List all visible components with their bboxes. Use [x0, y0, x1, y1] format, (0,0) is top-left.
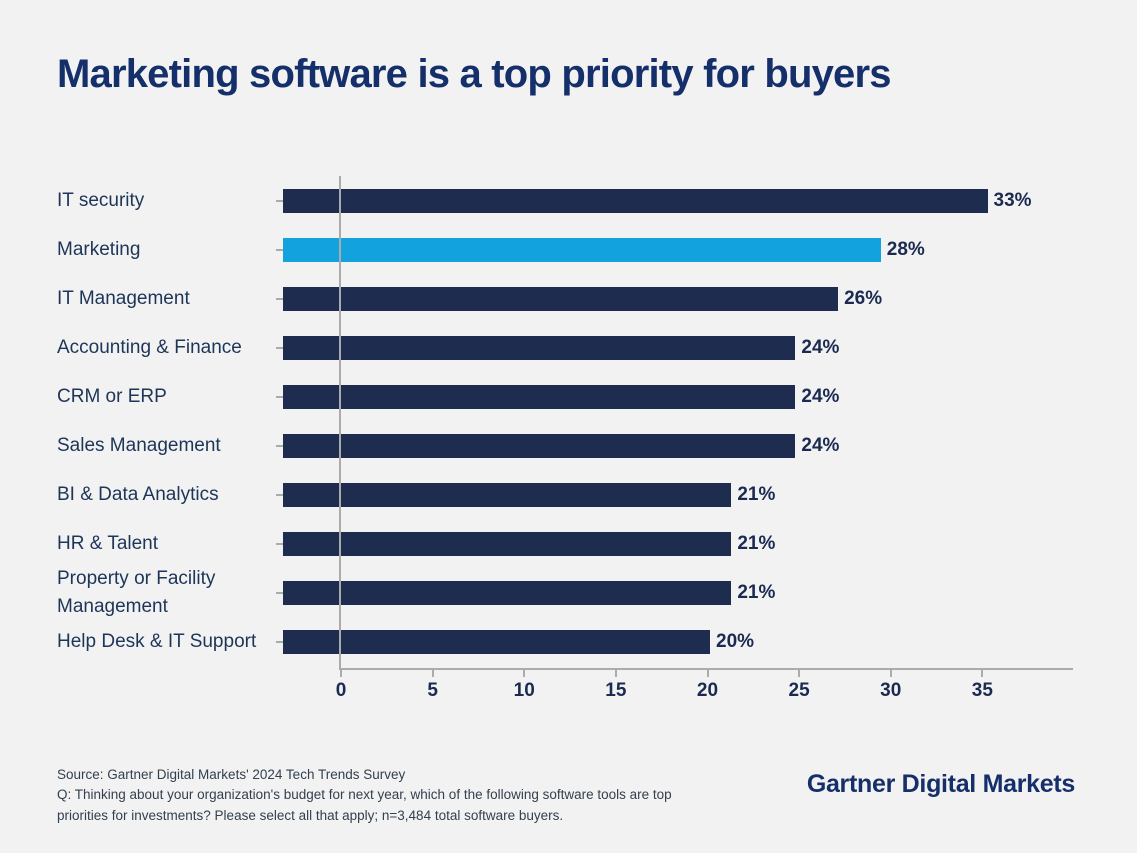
- category-tick: [276, 591, 283, 594]
- value-label: 21%: [737, 532, 776, 554]
- bar: [283, 188, 988, 213]
- x-axis-tick-label: 15: [605, 680, 627, 701]
- chart-row: IT security 33%: [0, 176, 1137, 225]
- bar: [283, 482, 732, 507]
- category-tick: [276, 542, 283, 545]
- x-axis-tick: 35: [972, 670, 993, 701]
- chart-row: HR & Talent 21%: [0, 519, 1137, 568]
- chart-row: Sales Management 24%: [0, 421, 1137, 470]
- plot-area: 24%: [276, 421, 1137, 470]
- chart-row: BI & Data Analytics 21%: [0, 470, 1137, 519]
- category-tick: [276, 199, 283, 202]
- chart-row: CRM or ERP 24%: [0, 372, 1137, 421]
- bar: [283, 580, 732, 605]
- x-axis-tick: 15: [605, 670, 626, 701]
- question-line: Q: Thinking about your organization's bu…: [57, 787, 672, 823]
- chart-row: Property or Facility Management 21%: [0, 568, 1137, 617]
- category-label: IT Management: [57, 287, 190, 309]
- x-axis-tick: 20: [697, 670, 718, 701]
- bar: [283, 531, 732, 556]
- footer-note: Source: Gartner Digital Markets' 2024 Te…: [57, 765, 707, 826]
- category-label: HR & Talent: [57, 532, 159, 554]
- value-label: 20%: [716, 630, 755, 652]
- category-tick: [276, 493, 283, 496]
- bar-highlighted: [283, 237, 881, 262]
- y-axis-line: [339, 176, 341, 670]
- category-tick: [276, 444, 283, 447]
- x-axis-tick-label: 30: [880, 680, 902, 701]
- category-label: IT security: [57, 189, 145, 211]
- value-label: 21%: [737, 581, 776, 603]
- brand-wordmark: Gartner Digital Markets: [806, 770, 1075, 798]
- x-axis-tick: 0: [336, 670, 346, 701]
- plot-area: 24%: [276, 323, 1137, 372]
- x-axis-tick-label: 35: [971, 680, 993, 701]
- value-label: 26%: [844, 287, 883, 309]
- x-axis-tick: 25: [789, 670, 810, 701]
- chart-row: Help Desk & IT Support 20%: [0, 617, 1137, 666]
- plot-area: 33%: [276, 176, 1137, 225]
- category-label: Property or Facility Management: [57, 567, 216, 617]
- plot-area: 26%: [276, 274, 1137, 323]
- category-label: Marketing: [57, 238, 141, 260]
- bar: [283, 335, 796, 360]
- plot-area: 24%: [276, 372, 1137, 421]
- plot-area: 28%: [276, 225, 1137, 274]
- plot-area: 21%: [276, 568, 1137, 617]
- bar: [283, 286, 839, 311]
- category-label: CRM or ERP: [57, 385, 167, 407]
- x-axis: 0 5 10 15 20 25 30 35: [336, 670, 1074, 710]
- category-label: Accounting & Finance: [57, 336, 242, 358]
- value-label: 24%: [801, 434, 840, 456]
- bar: [283, 629, 710, 654]
- plot-area: 20%: [276, 617, 1137, 666]
- bar: [283, 433, 796, 458]
- plot-area: 21%: [276, 519, 1137, 568]
- category-label: BI & Data Analytics: [57, 483, 219, 505]
- x-axis-line: [339, 668, 1073, 670]
- value-label: 33%: [993, 189, 1032, 211]
- x-axis-tick-label: 0: [335, 680, 347, 701]
- x-axis-tick-label: 5: [427, 680, 438, 701]
- x-axis-tick: 10: [514, 670, 535, 701]
- x-axis-tick: 30: [880, 670, 901, 701]
- chart-rows: IT security 33% Marketing 28% IT Management 2…: [0, 176, 1137, 666]
- value-label: 21%: [737, 483, 776, 505]
- category-tick: [276, 640, 283, 643]
- x-axis-tick-label: 10: [513, 680, 535, 701]
- page-title: Marketing software is a top priority for…: [57, 52, 892, 96]
- category-label: Sales Management: [57, 434, 221, 456]
- value-label: 24%: [801, 385, 840, 407]
- x-axis-tick-label: 20: [696, 680, 719, 701]
- bar: [283, 384, 796, 409]
- source-line: Source: Gartner Digital Markets' 2024 Te…: [57, 767, 406, 782]
- x-axis-tick-label: 25: [788, 680, 810, 701]
- plot-area: 21%: [276, 470, 1137, 519]
- category-label: Help Desk & IT Support: [57, 630, 257, 652]
- category-tick: [276, 346, 283, 349]
- bar-chart: IT security 33% Marketing 28% IT Management 2…: [0, 176, 1137, 736]
- category-tick: [276, 395, 283, 398]
- value-label: 24%: [801, 336, 840, 358]
- category-tick: [276, 248, 283, 251]
- category-tick: [276, 297, 283, 300]
- value-label: 28%: [886, 238, 925, 260]
- chart-row: Marketing 28%: [0, 225, 1137, 274]
- chart-row: IT Management 26%: [0, 274, 1137, 323]
- x-axis-tick: 5: [427, 670, 438, 701]
- chart-row: Accounting & Finance 24%: [0, 323, 1137, 372]
